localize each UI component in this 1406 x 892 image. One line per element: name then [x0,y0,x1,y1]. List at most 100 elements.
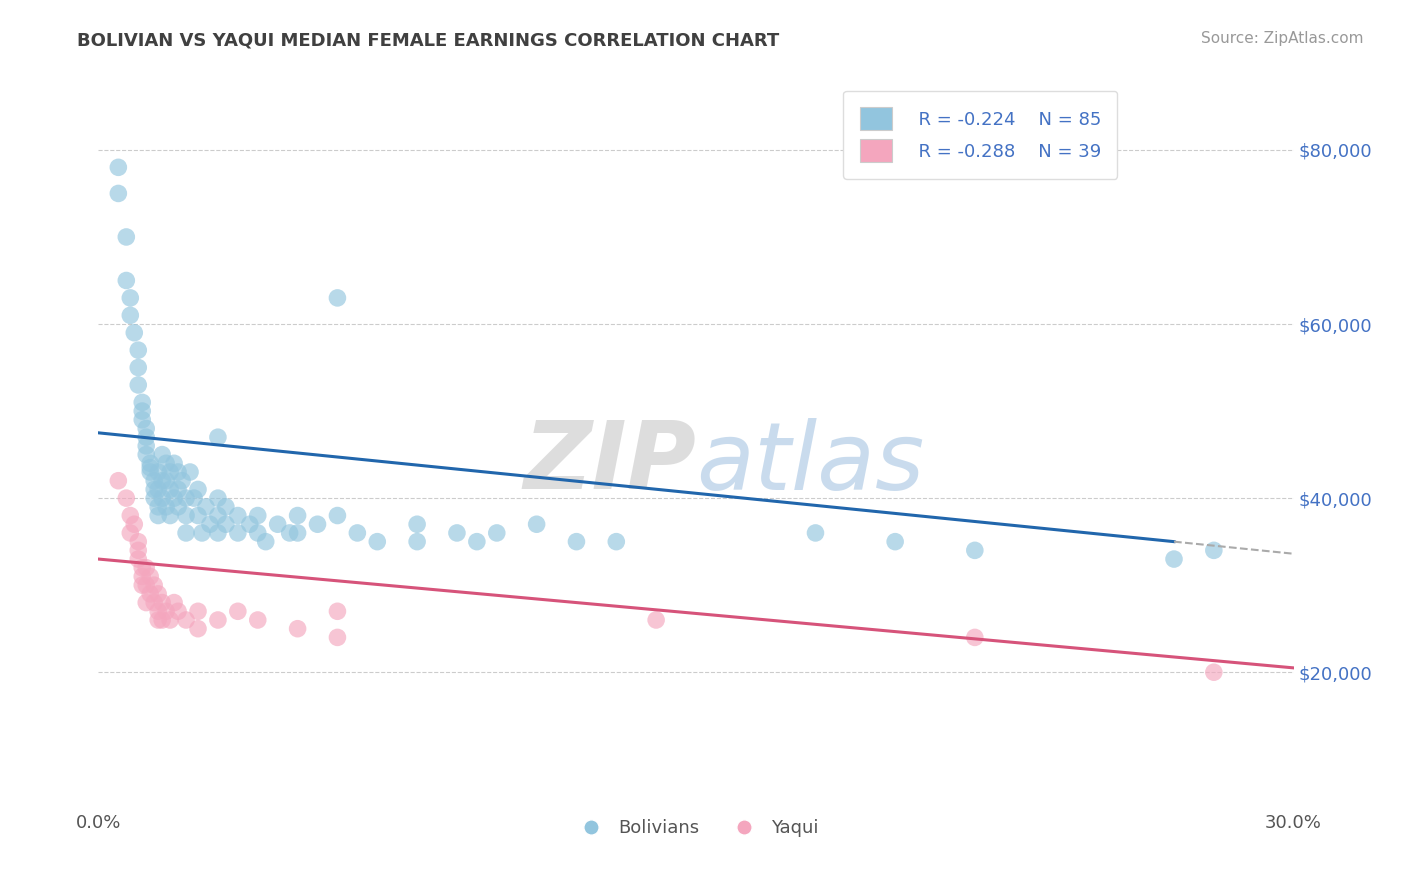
Point [239,517,262,532]
Point [167,483,190,497]
Point [191,525,214,540]
Point [127,543,149,558]
Point [179,465,201,479]
Point [287,525,309,540]
Point [131,569,153,583]
Point [485,525,508,540]
Point [226,525,249,540]
Point [174,491,197,505]
Point [326,604,349,618]
Point [326,508,349,523]
Point [207,525,229,540]
Point [135,596,157,610]
Point [139,569,162,583]
Point [326,291,349,305]
Point [143,474,166,488]
Point [187,604,209,618]
Point [150,491,173,505]
Point [167,500,190,514]
Point [155,474,177,488]
Point [187,508,209,523]
Point [139,587,162,601]
Point [120,291,142,305]
Point [1202,543,1225,558]
Point [131,413,153,427]
Point [326,631,349,645]
Point [406,517,429,532]
Point [148,500,170,514]
Point [163,456,186,470]
Point [226,508,249,523]
Point [963,543,986,558]
Point [120,525,142,540]
Point [148,465,170,479]
Point [135,561,157,575]
Point [124,326,146,340]
Point [215,500,238,514]
Point [135,430,157,444]
Point [139,456,162,470]
Point [150,448,173,462]
Point [135,439,157,453]
Text: atlas: atlas [696,417,924,508]
Point [148,508,170,523]
Point [1163,552,1185,566]
Point [135,448,157,462]
Point [120,508,142,523]
Point [139,465,162,479]
Point [446,525,468,540]
Point [159,465,181,479]
Point [246,525,269,540]
Point [150,474,173,488]
Point [148,613,170,627]
Point [174,525,197,540]
Point [645,613,668,627]
Point [195,500,218,514]
Point [148,587,170,601]
Point [127,534,149,549]
Point [155,500,177,514]
Point [565,534,588,549]
Point [150,613,173,627]
Point [115,491,138,505]
Point [215,517,238,532]
Point [207,508,229,523]
Point [148,604,170,618]
Text: BOLIVIAN VS YAQUI MEDIAN FEMALE EARNINGS CORRELATION CHART: BOLIVIAN VS YAQUI MEDIAN FEMALE EARNINGS… [77,31,779,49]
Point [143,483,166,497]
Point [131,395,153,409]
Point [207,613,229,627]
Point [131,578,153,592]
Point [1202,665,1225,680]
Point [163,596,186,610]
Point [135,578,157,592]
Point [124,517,146,532]
Point [107,161,129,175]
Point [207,491,229,505]
Point [246,613,269,627]
Point [526,517,548,532]
Point [465,534,488,549]
Point [127,378,149,392]
Point [278,525,301,540]
Point [163,491,186,505]
Point [127,360,149,375]
Point [226,604,249,618]
Point [143,596,166,610]
Point [307,517,329,532]
Point [187,622,209,636]
Legend: Bolivians, Yaqui: Bolivians, Yaqui [565,812,827,845]
Point [267,517,290,532]
Point [135,421,157,435]
Point [107,474,129,488]
Point [131,404,153,418]
Point [159,613,181,627]
Point [187,483,209,497]
Point [115,273,138,287]
Point [804,525,827,540]
Point [167,604,190,618]
Point [183,491,205,505]
Point [287,508,309,523]
Point [884,534,907,549]
Point [174,613,197,627]
